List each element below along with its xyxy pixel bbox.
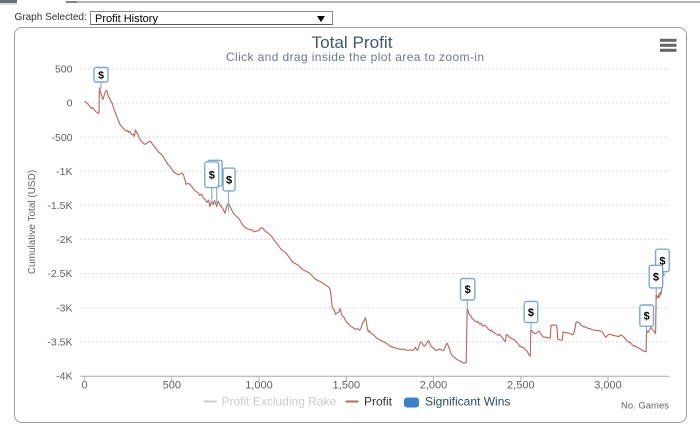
svg-text:-3K: -3K — [56, 302, 72, 314]
svg-text:$: $ — [209, 170, 215, 182]
svg-text:Significant Wins: Significant Wins — [425, 395, 510, 409]
svg-text:0: 0 — [67, 98, 73, 110]
svg-text:3,000: 3,000 — [594, 380, 622, 392]
svg-text:1,000: 1,000 — [245, 380, 273, 392]
svg-text:$: $ — [98, 70, 104, 82]
svg-text:$: $ — [644, 311, 650, 323]
svg-text:Total Profit: Total Profit — [312, 34, 393, 52]
svg-text:0: 0 — [81, 380, 87, 392]
svg-text:500: 500 — [55, 64, 73, 76]
svg-text:1,500: 1,500 — [333, 380, 361, 392]
svg-text:No. Games: No. Games — [621, 401, 669, 412]
svg-text:-4K: -4K — [56, 371, 72, 383]
svg-text:2,000: 2,000 — [420, 380, 448, 392]
svg-text:2,500: 2,500 — [507, 380, 535, 392]
svg-text:$: $ — [528, 307, 534, 319]
svg-text:-2K: -2K — [56, 234, 72, 246]
svg-text:-500: -500 — [51, 132, 72, 144]
svg-text:$: $ — [659, 255, 665, 267]
svg-text:Click and drag inside the plot: Click and drag inside the plot area to z… — [226, 50, 484, 64]
svg-text:Profit: Profit — [364, 395, 393, 409]
svg-text:-1.5K: -1.5K — [47, 200, 72, 212]
svg-text:-2.5K: -2.5K — [47, 268, 72, 280]
svg-text:-3.5K: -3.5K — [47, 336, 72, 348]
svg-text:Cumulative Total (USD): Cumulative Total (USD) — [27, 170, 38, 274]
svg-text:$: $ — [653, 272, 659, 284]
svg-text:Profit Excluding Rake: Profit Excluding Rake — [222, 395, 337, 409]
svg-text:$: $ — [226, 175, 232, 187]
svg-text:$: $ — [465, 284, 471, 296]
svg-text:500: 500 — [163, 380, 181, 392]
svg-text:-1K: -1K — [56, 166, 72, 178]
